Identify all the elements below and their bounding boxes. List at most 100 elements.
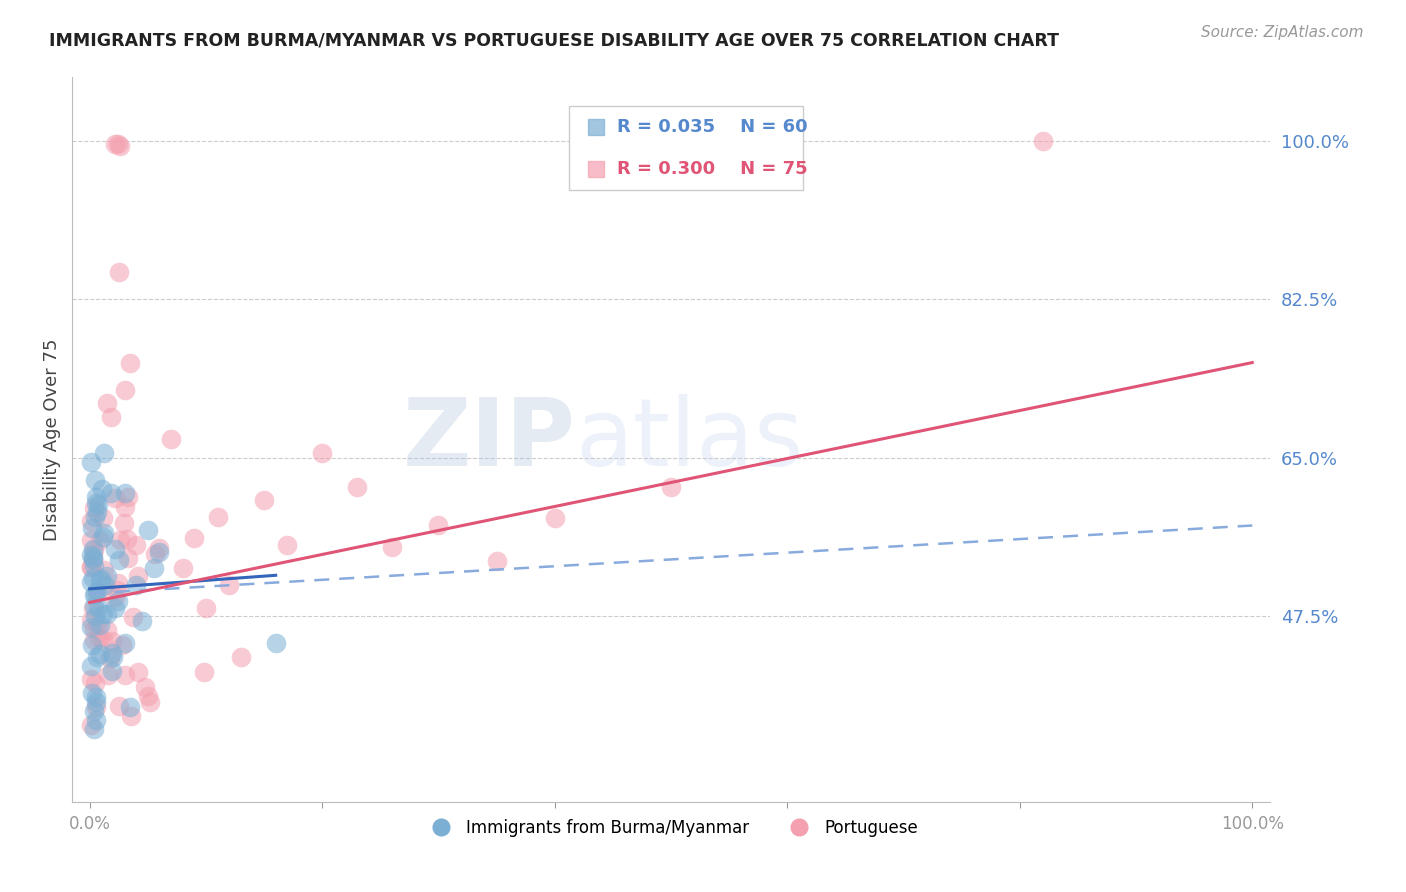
Y-axis label: Disability Age Over 75: Disability Age Over 75 [44,338,60,541]
FancyBboxPatch shape [569,106,803,190]
Point [80,686,103,700]
Point [659,480,682,494]
Text: ZIP: ZIP [402,393,575,485]
Point [96,607,118,621]
Point [107,583,129,598]
Point [80,717,103,731]
Point [84,713,107,727]
Point [80,548,103,562]
Point [131,614,153,628]
Point [108,533,131,548]
Point [139,695,162,709]
Point [83,559,105,574]
Point [80,672,103,686]
Point [101,664,124,678]
Point [84,473,107,487]
Point [229,650,252,665]
Point [91,530,114,544]
Point [80,455,103,469]
Point [108,139,131,153]
Text: atlas: atlas [575,393,803,485]
Point [87,499,110,513]
Point [96,396,118,410]
Point [427,518,450,533]
Point [83,676,105,690]
Point [80,559,103,574]
Point [136,689,159,703]
Point [107,136,129,151]
Point [93,446,115,460]
Point [485,554,508,568]
Point [83,599,105,613]
Point [104,136,127,151]
Point [104,491,127,505]
Point [148,545,170,559]
Point [83,588,105,602]
Point [122,610,145,624]
Point [148,541,170,555]
Point [80,574,103,589]
Point [134,680,156,694]
Point [93,526,115,541]
Point [117,490,139,504]
Point [218,578,240,592]
Point [91,632,114,647]
Point [117,551,139,566]
Point [82,551,104,566]
Point [86,649,108,664]
Point [89,533,111,547]
Point [544,510,567,524]
Point [83,501,105,516]
Point [91,607,114,621]
Point [84,690,107,704]
Point [114,486,136,500]
Point [89,574,111,588]
Point [84,490,107,504]
Point [172,561,194,575]
Point [114,500,136,515]
Point [94,578,117,592]
Point [264,636,287,650]
Point [83,633,105,648]
Point [381,540,404,554]
Text: R = 0.035    N = 60: R = 0.035 N = 60 [617,119,807,136]
Point [100,651,122,665]
Point [107,265,129,279]
Point [80,533,103,548]
Point [90,483,112,497]
Point [86,619,108,633]
Point [127,569,149,583]
Point [82,550,104,565]
Point [93,563,115,577]
Point [82,552,104,566]
Point [82,571,104,585]
Point [86,585,108,599]
Point [114,667,136,681]
Point [120,355,142,369]
Point [96,623,118,637]
Point [142,561,165,575]
Point [107,594,129,608]
Point [107,553,129,567]
Point [127,665,149,680]
Point [84,695,107,709]
Point [96,568,118,582]
Point [86,600,108,615]
Point [101,646,124,660]
Point [84,609,107,624]
Point [111,638,134,652]
Point [84,699,107,714]
Point [80,559,103,574]
Point [1032,134,1054,148]
Point [100,486,122,500]
Point [90,572,112,586]
Point [91,511,114,525]
Point [80,514,103,528]
Point [112,516,135,531]
Point [101,650,124,665]
Point [120,708,142,723]
Point [82,638,104,652]
Point [253,493,276,508]
Point [83,704,105,718]
Point [160,432,183,446]
